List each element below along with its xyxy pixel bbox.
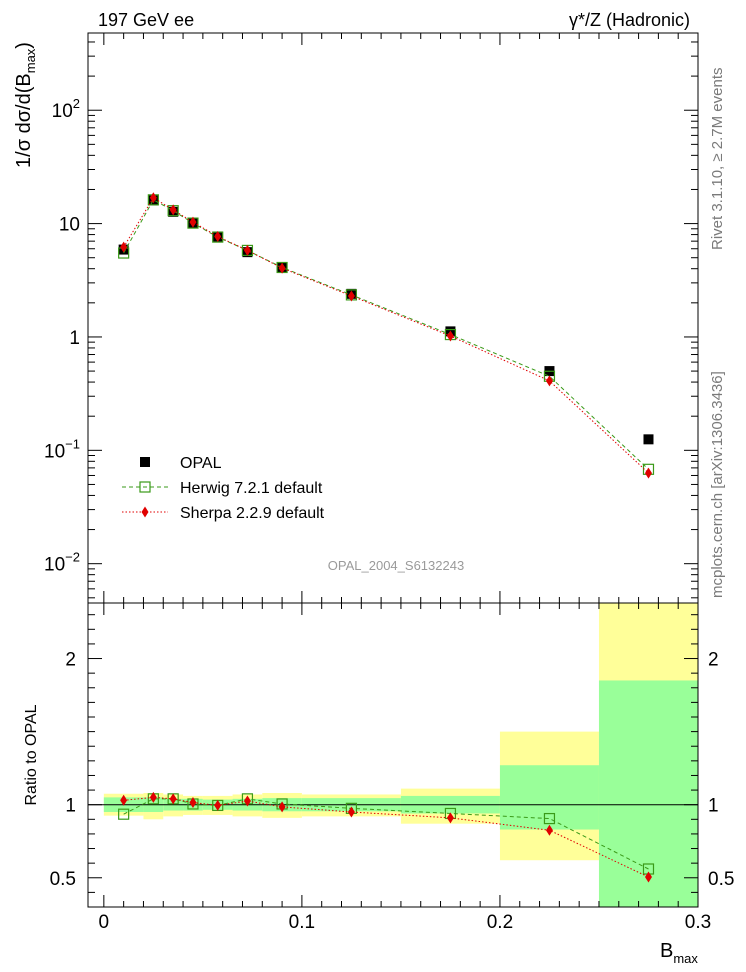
main-y-axis-label: 1/σ dσ/d(Bmax) [13, 42, 38, 168]
y-tick-label: 10−2 [44, 550, 80, 576]
y-tick-label: 102 [52, 96, 80, 122]
ratio-y-axis-label: Ratio to OPAL [23, 704, 40, 805]
ratio-point [543, 812, 556, 825]
ratio-point [347, 806, 355, 818]
ratio-y-tick-label: 1 [65, 796, 76, 817]
ratio-point [644, 871, 652, 883]
ratio-y-tick-label: 0.5 [50, 869, 76, 890]
main-point [120, 241, 128, 253]
main-panel-content [118, 192, 655, 479]
legend-label: Sherpa 2.2.9 default [180, 505, 325, 522]
ratio-point [169, 793, 177, 805]
x-tick-label: 0.2 [487, 912, 513, 933]
ratio-point [120, 794, 128, 806]
main-point [347, 290, 355, 302]
main-point [149, 192, 157, 204]
main-point [545, 375, 553, 387]
main-point [278, 262, 286, 274]
y-tick-label: 1 [69, 328, 80, 349]
ratio-panel-content [88, 603, 698, 907]
header-right: γ*/Z (Hadronic) [569, 10, 690, 30]
ratio-point [118, 808, 130, 820]
main-point [446, 330, 454, 342]
legend-label: Herwig 7.2.1 default [180, 480, 323, 497]
x-axis-label: Bmax [660, 940, 698, 966]
ratio-point [189, 797, 197, 808]
x-tick-label: 0 [99, 912, 110, 933]
legend-marker [140, 457, 150, 467]
mcplots-label: mcplots.cern.ch [arXiv:1306.3436] [709, 371, 726, 598]
header-left: 197 GeV ee [98, 10, 194, 30]
main-point [169, 204, 177, 216]
ratio-y-tick-label-right: 0.5 [708, 869, 734, 890]
main-point [643, 434, 654, 445]
y-tick-label: 10−1 [44, 436, 80, 462]
legend-marker [141, 506, 149, 518]
main-point [189, 216, 197, 228]
ratio-point [243, 795, 251, 807]
legend-marker [139, 481, 151, 493]
ratio-point [545, 824, 553, 836]
legend-label: OPAL [180, 455, 222, 472]
main-point [214, 230, 222, 242]
ratio-y-tick-label: 2 [65, 650, 76, 671]
axis-ticks: 0 0.1 0.2 0.3 10−2 10−1 1 10 102 0.5 0.5 1 1 2 2 [44, 33, 734, 933]
ratio-point [278, 801, 286, 813]
ratio-y-tick-label-right: 2 [708, 650, 719, 671]
panel-frames [87, 32, 699, 908]
ratio-point [446, 812, 454, 824]
main-point [644, 467, 652, 479]
ratio-y-tick-label-right: 1 [708, 796, 719, 817]
ratio-point [149, 791, 157, 803]
ratio-stat-band [499, 765, 599, 830]
ratio-series-line [123, 796, 649, 878]
main-series-line [123, 197, 649, 474]
main-point [243, 244, 251, 256]
ratio-point [214, 799, 222, 811]
y-tick-label: 10 [59, 215, 80, 236]
legend: OPAL Herwig 7.2.1 default Sherpa 2.2.9 def… [122, 455, 325, 522]
rivet-label: Rivet 3.1.10, ≥ 2.7M events [709, 68, 726, 251]
x-tick-label: 0.3 [685, 912, 711, 933]
main-series-line [123, 199, 649, 470]
ratio-stat-band [598, 680, 698, 907]
ratio-frame [87, 602, 699, 908]
x-tick-label: 0.1 [289, 912, 315, 933]
analysis-watermark: OPAL_2004_S6132243 [328, 558, 464, 573]
